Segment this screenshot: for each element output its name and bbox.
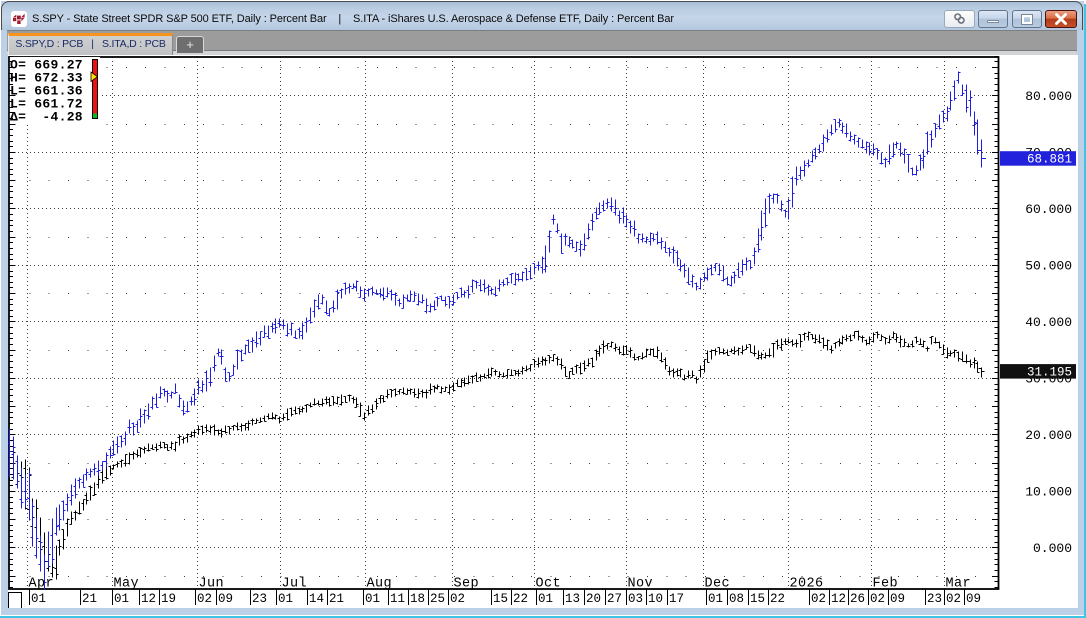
- svg-text:25: 25: [430, 592, 445, 606]
- svg-text:10: 10: [648, 592, 663, 606]
- svg-text:27: 27: [607, 592, 622, 606]
- svg-text:80.000: 80.000: [1025, 89, 1072, 104]
- svg-text:Jul: Jul: [282, 577, 308, 592]
- svg-text:12: 12: [141, 592, 156, 606]
- svg-text:0.000: 0.000: [1033, 541, 1072, 556]
- svg-text:10.000: 10.000: [1025, 484, 1072, 499]
- svg-text:18: 18: [410, 592, 425, 606]
- svg-text:02: 02: [197, 592, 212, 606]
- svg-text:Apr: Apr: [29, 577, 55, 592]
- svg-text:O= 669.27: O= 669.27: [10, 57, 83, 72]
- svg-text:Dec: Dec: [705, 577, 731, 592]
- svg-text:22: 22: [513, 592, 528, 606]
- svg-text:Mar: Mar: [946, 577, 972, 592]
- svg-text:11: 11: [390, 592, 405, 606]
- svg-text:22: 22: [770, 592, 785, 606]
- svg-text:23: 23: [927, 592, 942, 606]
- svg-text:L= 661.72: L= 661.72: [10, 96, 83, 111]
- svg-text:May: May: [114, 577, 140, 592]
- svg-text:L= 661.36: L= 661.36: [10, 83, 83, 98]
- svg-text:60.000: 60.000: [1025, 202, 1072, 217]
- svg-text:40.000: 40.000: [1025, 315, 1072, 330]
- svg-text:21: 21: [82, 592, 97, 606]
- svg-text:26: 26: [850, 592, 865, 606]
- svg-text:Jun: Jun: [199, 577, 225, 592]
- svg-text:68.881: 68.881: [1027, 153, 1072, 167]
- svg-text:02: 02: [870, 592, 885, 606]
- svg-text:15: 15: [750, 592, 765, 606]
- svg-text:09: 09: [966, 592, 981, 606]
- svg-text:09: 09: [218, 592, 233, 606]
- svg-text:2026: 2026: [790, 577, 824, 592]
- svg-text:Feb: Feb: [873, 577, 899, 592]
- svg-text:Sep: Sep: [454, 577, 480, 592]
- svg-text:12: 12: [831, 592, 846, 606]
- svg-text:01: 01: [278, 592, 293, 606]
- svg-text:01: 01: [114, 592, 129, 606]
- svg-text:Nov: Nov: [628, 577, 654, 592]
- svg-text:Oct: Oct: [536, 577, 562, 592]
- svg-text:17: 17: [669, 592, 684, 606]
- svg-text:15: 15: [493, 592, 508, 606]
- svg-text:19: 19: [161, 592, 176, 606]
- svg-text:08: 08: [729, 592, 744, 606]
- svg-text:21: 21: [329, 592, 344, 606]
- svg-text:03: 03: [628, 592, 643, 606]
- svg-text:50.000: 50.000: [1025, 258, 1072, 273]
- svg-text:01: 01: [365, 592, 380, 606]
- svg-text:02: 02: [946, 592, 961, 606]
- svg-text:Aug: Aug: [367, 577, 393, 592]
- svg-text:01: 01: [708, 592, 723, 606]
- svg-text:Δ= -4.28: Δ= -4.28: [10, 109, 83, 124]
- svg-text:23: 23: [252, 592, 267, 606]
- svg-text:01: 01: [538, 592, 553, 606]
- svg-text:02: 02: [450, 592, 465, 606]
- svg-text:13: 13: [565, 592, 580, 606]
- svg-text:20.000: 20.000: [1025, 428, 1072, 443]
- svg-text:02: 02: [811, 592, 826, 606]
- svg-text:H= 672.33: H= 672.33: [10, 70, 83, 85]
- svg-text:01: 01: [31, 592, 46, 606]
- svg-text:14: 14: [309, 592, 324, 606]
- svg-text:09: 09: [890, 592, 905, 606]
- svg-text:20: 20: [586, 592, 601, 606]
- svg-text:31.195: 31.195: [1027, 366, 1072, 380]
